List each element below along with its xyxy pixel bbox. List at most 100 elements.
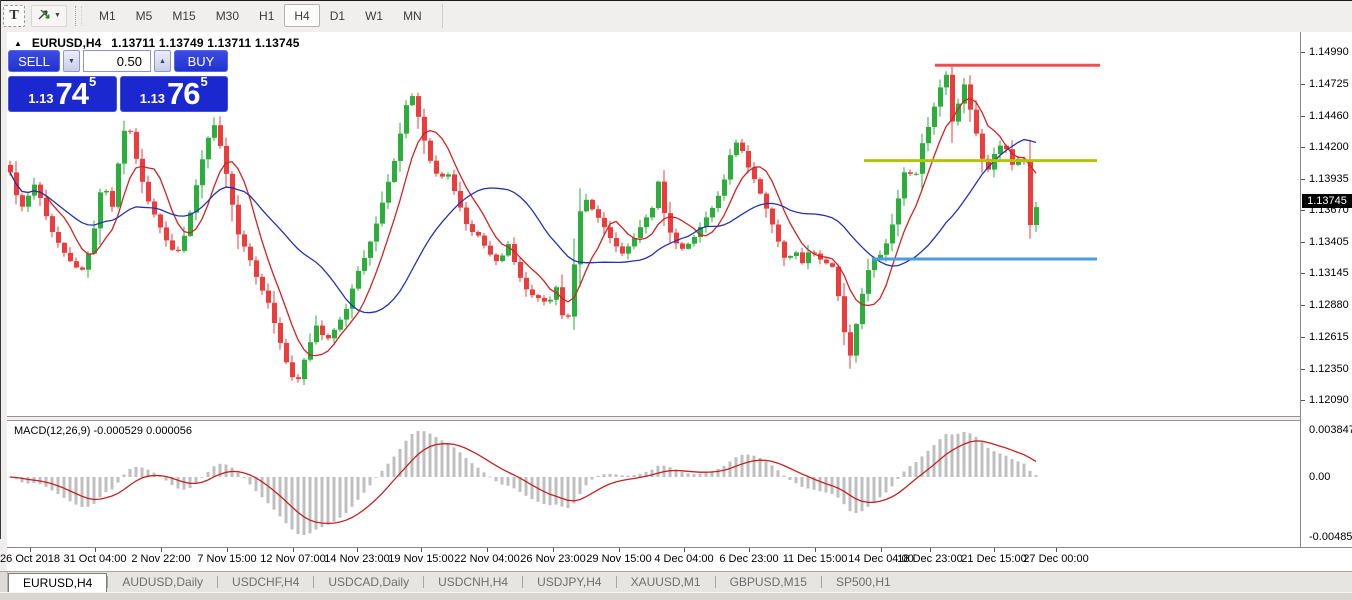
sell-button[interactable]: SELL xyxy=(8,50,60,72)
macd-histogram-bar xyxy=(680,471,684,477)
buy-quote[interactable]: 1.13 76 5 xyxy=(119,74,228,112)
candle-up xyxy=(104,191,109,193)
chart-tab-usdjpy[interactable]: USDJPY,H4 xyxy=(537,575,602,589)
timeframe-button-d1[interactable]: D1 xyxy=(329,8,346,23)
chart-tab-usdchf[interactable]: USDCHF,H4 xyxy=(232,575,300,589)
timeframe-button-h1[interactable]: H1 xyxy=(259,8,275,23)
timeframe-button-h4[interactable]: H4 xyxy=(284,4,320,27)
cursor-arrows-button[interactable]: ▼ xyxy=(31,4,67,27)
chart-tab-audusd[interactable]: AUDUSD,Daily xyxy=(122,575,204,589)
candle-down xyxy=(254,260,259,277)
chart-tab-sp500[interactable]: SP500,H1 xyxy=(835,575,891,589)
volume-decrease-button[interactable]: ▼ xyxy=(63,50,80,72)
macd-histogram-bar xyxy=(482,472,486,477)
macd-histogram-bar xyxy=(494,477,498,482)
price-tick-label: 1.13935 xyxy=(1309,173,1349,185)
tab-separator xyxy=(820,576,822,588)
candle-down xyxy=(110,191,115,207)
pane-splitter[interactable] xyxy=(7,416,1352,421)
candle-down xyxy=(770,208,775,225)
macd-histogram-bar xyxy=(236,472,240,477)
macd-histogram-bar xyxy=(74,477,78,505)
candle-down xyxy=(272,302,277,323)
macd-histogram-bar xyxy=(878,477,882,498)
macd-histogram-bar xyxy=(728,461,732,477)
macd-histogram-bar xyxy=(884,477,888,493)
timeframe-button-mn[interactable]: MN xyxy=(403,8,422,23)
macd-histogram-bar xyxy=(116,477,120,483)
volume-increase-button[interactable]: ▲ xyxy=(154,50,171,72)
macd-histogram-bar xyxy=(824,477,828,493)
macd-histogram-bar xyxy=(578,477,582,495)
chart-tab-usdcad[interactable]: USDCAD,Daily xyxy=(328,575,410,589)
candle-down xyxy=(524,277,529,290)
macd-histogram-bar xyxy=(446,443,450,477)
macd-histogram-bar xyxy=(806,477,810,489)
time-axis[interactable]: 26 Oct 2018 31 Oct 04:00 2 Nov 22:00 7 Nov … xyxy=(0,547,1352,571)
text-tool-button[interactable]: T xyxy=(3,4,25,27)
macd-histogram-bar xyxy=(734,457,738,477)
timeframe-button-m30[interactable]: M30 xyxy=(215,8,240,23)
sell-quote[interactable]: 1.13 74 5 xyxy=(8,74,117,112)
price-tick-mark xyxy=(1301,273,1305,274)
macd-histogram-bar xyxy=(488,476,492,478)
sell-price-main: 1.13 xyxy=(28,91,54,106)
timeframe-button-m15[interactable]: M15 xyxy=(172,8,196,23)
timeframe-button-m1[interactable]: M1 xyxy=(99,8,116,23)
macd-histogram-bar xyxy=(584,477,588,486)
macd-histogram-bar xyxy=(200,477,204,478)
current-price-tag: 1.13745 xyxy=(1302,194,1352,208)
macd-histogram-bar xyxy=(524,477,528,496)
macd-histogram-bar xyxy=(956,433,960,477)
timeframe-button-m5[interactable]: M5 xyxy=(135,8,153,23)
candle-down xyxy=(74,261,79,268)
timeframe-button-w1[interactable]: W1 xyxy=(365,8,384,23)
volume-input[interactable]: 0.50 xyxy=(83,50,151,72)
candle-down xyxy=(662,181,667,214)
macd-histogram-bar xyxy=(1010,459,1014,477)
time-tick-label: 26 Nov 23:00 xyxy=(520,553,586,565)
candle-down xyxy=(986,158,991,170)
macd-histogram-bar xyxy=(80,477,84,507)
candle-up xyxy=(872,258,877,271)
chart-tab-gbpusd[interactable]: GBPUSD,M15 xyxy=(729,575,807,589)
macd-histogram-bar xyxy=(554,477,558,505)
candle-up xyxy=(362,257,367,271)
candle-up xyxy=(722,179,727,196)
tab-scroll-stub[interactable] xyxy=(0,572,8,592)
time-tick-mark xyxy=(293,548,294,552)
macd-histogram-bar xyxy=(686,473,690,477)
macd-histogram-bar xyxy=(842,477,846,505)
chart-tab-usdcnh[interactable]: USDCNH,H4 xyxy=(438,575,509,589)
macd-histogram-bar xyxy=(656,465,660,477)
macd-indicator-pane[interactable]: MACD(12,26,9) -0.000529 0.000056 xyxy=(7,421,1300,547)
candle-down xyxy=(236,204,241,235)
candle-up xyxy=(896,198,901,225)
macd-histogram-bar xyxy=(104,477,108,493)
macd-histogram-bar xyxy=(614,474,618,477)
macd-histogram-bar xyxy=(464,457,468,477)
time-tick-mark xyxy=(227,548,228,552)
macd-histogram-bar xyxy=(128,468,132,477)
chart-tabs-bar: EURUSD,H4 AUDUSD,Daily USDCHF,H4 USDCAD,Dai… xyxy=(0,571,1352,592)
macd-histogram-bar xyxy=(314,477,318,530)
chart-tab-eurusd[interactable]: EURUSD,H4 xyxy=(8,573,108,592)
chart-window-left-border xyxy=(0,0,1,539)
sell-price-pip: 5 xyxy=(89,74,97,89)
macd-histogram-bar xyxy=(800,477,804,487)
macd-histogram-bar xyxy=(248,477,252,485)
candle-down xyxy=(668,213,673,233)
candle-up xyxy=(182,235,187,251)
candle-up xyxy=(902,172,907,199)
chart-tab-xauusd[interactable]: XAUUSD,M1 xyxy=(630,575,701,589)
buy-button[interactable]: BUY xyxy=(174,50,228,72)
time-tick-label: 18 Dec 23:00 xyxy=(897,553,963,565)
macd-histogram-bar xyxy=(560,477,564,507)
price-axis[interactable]: 1.14990 1.14725 1.14460 1.14200 1.13935 1.136… xyxy=(1300,32,1352,547)
candle-up xyxy=(866,270,871,294)
macd-histogram-bar xyxy=(602,474,606,477)
macd-histogram-bar xyxy=(476,467,480,477)
macd-histogram-bar xyxy=(158,476,162,477)
candle-down xyxy=(422,116,427,141)
candle-down xyxy=(266,290,271,303)
